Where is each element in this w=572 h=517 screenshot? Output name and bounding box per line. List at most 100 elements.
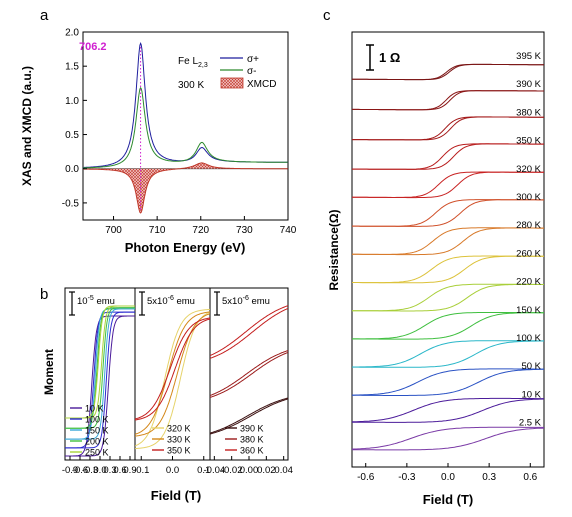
r-branch-down — [352, 116, 544, 141]
loop-branch-down — [210, 350, 288, 397]
r-branch-down — [352, 171, 544, 198]
subpanel-b-2 — [135, 308, 210, 450]
x-tick-label-b: 0.3 — [103, 465, 116, 476]
curve-label-c: 150 K — [516, 305, 541, 316]
legend-label-b: 10 K — [85, 404, 104, 414]
x-tick-label-b: -0.04 — [204, 465, 226, 476]
loop-branch-up — [210, 398, 288, 435]
x-tick-label-a: 740 — [280, 225, 297, 236]
x-tick-label-b: 0.1 — [197, 465, 210, 476]
curve-label-c: 395 K — [516, 51, 541, 62]
x-tick-label-b: 0.9 — [123, 465, 136, 476]
x-tick-label-b: -0.9 — [62, 465, 78, 476]
loop-branch-down — [135, 311, 210, 435]
scale-label-b-exp: -5 — [88, 295, 94, 302]
x-tick-label-a: 720 — [192, 225, 209, 236]
curve-label-c: 100 K — [516, 333, 541, 344]
x-tick-label-b: -0.1 — [133, 465, 149, 476]
r-branch-down — [352, 426, 544, 450]
r-branch-down — [352, 199, 544, 227]
r-branch-up — [352, 340, 544, 368]
temperature-label: 300 K — [178, 80, 204, 91]
r-branch-down — [352, 312, 544, 340]
scale-label-b-exp: -6 — [243, 295, 249, 302]
scale-label-b-base: 10 — [77, 296, 88, 307]
r-branch-down — [352, 143, 544, 170]
scale-label-c: 1 Ω — [379, 50, 400, 65]
y-tick-label-a: 1.5 — [65, 62, 79, 73]
loop-branch-down — [65, 308, 135, 440]
edge-label: Fe L2,3 — [178, 56, 208, 69]
scale-label-b-base: 5x10 — [147, 296, 168, 307]
legend-label-b: 200 K — [85, 437, 109, 447]
curve-label-c: 380 K — [516, 107, 541, 118]
curve-label-c: 280 K — [516, 220, 541, 231]
x-tick-label-a: 710 — [149, 225, 166, 236]
panel-b-frame — [64, 287, 289, 461]
r-branch-down — [352, 368, 544, 396]
peak-annotation: 706.2 — [79, 41, 107, 53]
y-axis-label-c: Resistance(Ω) — [327, 210, 341, 291]
x-tick-label-c: 0.3 — [482, 472, 496, 483]
curve-label-c: 220 K — [516, 277, 541, 288]
curve-label-c: 2.5 K — [519, 418, 542, 429]
legend-label-b: 250 K — [85, 448, 109, 458]
legend-label-a: XMCD — [247, 79, 276, 90]
r-branch-down — [352, 63, 544, 81]
x-axis-label-a: Photon Energy (eV) — [125, 240, 246, 255]
subpanel-b-3 — [210, 305, 288, 435]
legend-label-b: 360 K — [240, 446, 264, 456]
x-tick-label-b: -0.02 — [221, 465, 243, 476]
y-tick-label-a: 0.0 — [65, 164, 79, 175]
loop-branch-down — [65, 307, 135, 429]
legend-label-a: σ- — [247, 66, 257, 77]
x-tick-label-b: 0.6 — [113, 465, 126, 476]
panel-c: 395 K 390 K 380 K 350 K 320 K 300 K 280 K 260 K… — [327, 31, 545, 507]
x-tick-label-b: 0.0 — [93, 465, 106, 476]
curves-c — [352, 63, 544, 451]
subpanel-b-1 — [65, 305, 135, 457]
panel-a: 700 710 720 730 740 -0.5 0.0 0.5 1.0 1.5 2.0 706.2… — [20, 28, 297, 256]
curve-label-c: 50 K — [521, 361, 541, 372]
panel-label-a: a — [40, 7, 49, 24]
loop-branch-down — [65, 305, 135, 419]
y-tick-label-a: 2.0 — [65, 28, 79, 39]
x-tick-label-b: -0.3 — [82, 465, 98, 476]
r-branch-down — [352, 397, 544, 423]
x-tick-label-b: 0.04 — [274, 465, 293, 476]
r-branch-down — [352, 283, 544, 312]
x-tick-label-b: 0.02 — [257, 465, 276, 476]
x-tick-label-c: -0.3 — [398, 472, 416, 483]
scale-label-b-base: 5x10 — [222, 296, 243, 307]
series-line-sigma-minus — [83, 86, 288, 169]
loop-branch-up — [210, 351, 288, 398]
legend-a: σ+σ- XMCD — [220, 54, 276, 90]
r-branch-up — [352, 368, 544, 396]
legend-label-b: 150 K — [85, 426, 109, 436]
r-branch-up — [352, 427, 544, 451]
scale-label-b-unit: emu — [94, 296, 115, 307]
legend-label-a: σ+ — [247, 54, 259, 65]
loop-branch-down — [210, 397, 288, 434]
curve-label-c: 350 K — [516, 136, 541, 147]
panel-label-c: c — [323, 7, 331, 24]
scale-label-b-unit: emu — [174, 296, 195, 307]
x-tick-label-a: 730 — [236, 225, 253, 236]
curve-label-c: 390 K — [516, 79, 541, 90]
x-axis-label-c: Field (T) — [423, 492, 474, 507]
r-branch-up — [352, 398, 544, 423]
loop-branch-up — [135, 318, 210, 421]
x-axis-label-b: Field (T) — [151, 488, 202, 503]
y-axis-label-b: Moment — [42, 349, 56, 395]
curve-label-c: 260 K — [516, 248, 541, 259]
x-tick-label-b: -0.6 — [72, 465, 88, 476]
x-tick-label-b: 0.00 — [240, 465, 259, 476]
legend-label-b: 390 K — [240, 424, 264, 434]
panel-a-frame — [82, 31, 289, 221]
r-branch-down — [352, 90, 544, 111]
scale-label-b-unit: emu — [249, 296, 270, 307]
x-tick-label-c: 0.6 — [523, 472, 537, 483]
x-tick-label-a: 700 — [105, 225, 122, 236]
